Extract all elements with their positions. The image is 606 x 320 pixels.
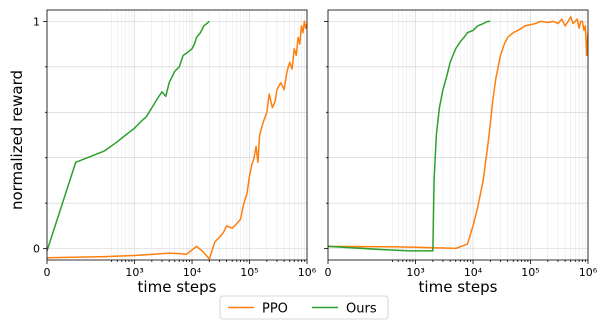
legend: PPO Ours	[219, 295, 389, 320]
x-tick-label: 10³	[406, 266, 424, 279]
y-tick-label: 1	[33, 15, 40, 28]
x-tick-label: 10⁶	[579, 266, 598, 279]
panel-2: 0 10³ 10⁴ 10⁵ 10⁶ time steps	[324, 9, 598, 296]
x-tick-label: 10⁵	[240, 266, 258, 279]
x-axis-label: time steps	[419, 278, 498, 296]
y-axis-label: normalized reward	[8, 70, 26, 210]
y-tick-label: 0	[33, 243, 40, 256]
x-tick-label: 10⁴	[464, 266, 483, 279]
plot-frame	[46, 9, 308, 261]
series-line-ours	[47, 20, 210, 252]
x-tick-label: 0	[44, 266, 51, 279]
plot-frame	[327, 9, 589, 261]
legend-label-ours: Ours	[346, 302, 377, 317]
axes-layer: 0 10³ 10⁴ 10⁵ 10⁶ 0 1 time steps 0 10³ 10⁴ 10⁵ 10⁶ ti…	[33, 9, 598, 296]
x-tick-label: 10⁵	[521, 266, 539, 279]
series-line-ppo	[47, 20, 307, 260]
panel-1: 0 10³ 10⁴ 10⁵ 10⁶ 0 1 time steps	[33, 9, 317, 296]
series-line-ppo	[328, 16, 588, 250]
legend-box	[219, 295, 389, 320]
x-axis-label: time steps	[138, 278, 217, 296]
x-tick-label: 10⁴	[183, 266, 202, 279]
series-line-ours	[328, 20, 491, 252]
x-tick-label: 10⁶	[298, 266, 317, 279]
x-tick-label: 10³	[125, 266, 143, 279]
x-tick-label: 0	[325, 266, 332, 279]
legend-label-ppo: PPO	[262, 302, 288, 317]
